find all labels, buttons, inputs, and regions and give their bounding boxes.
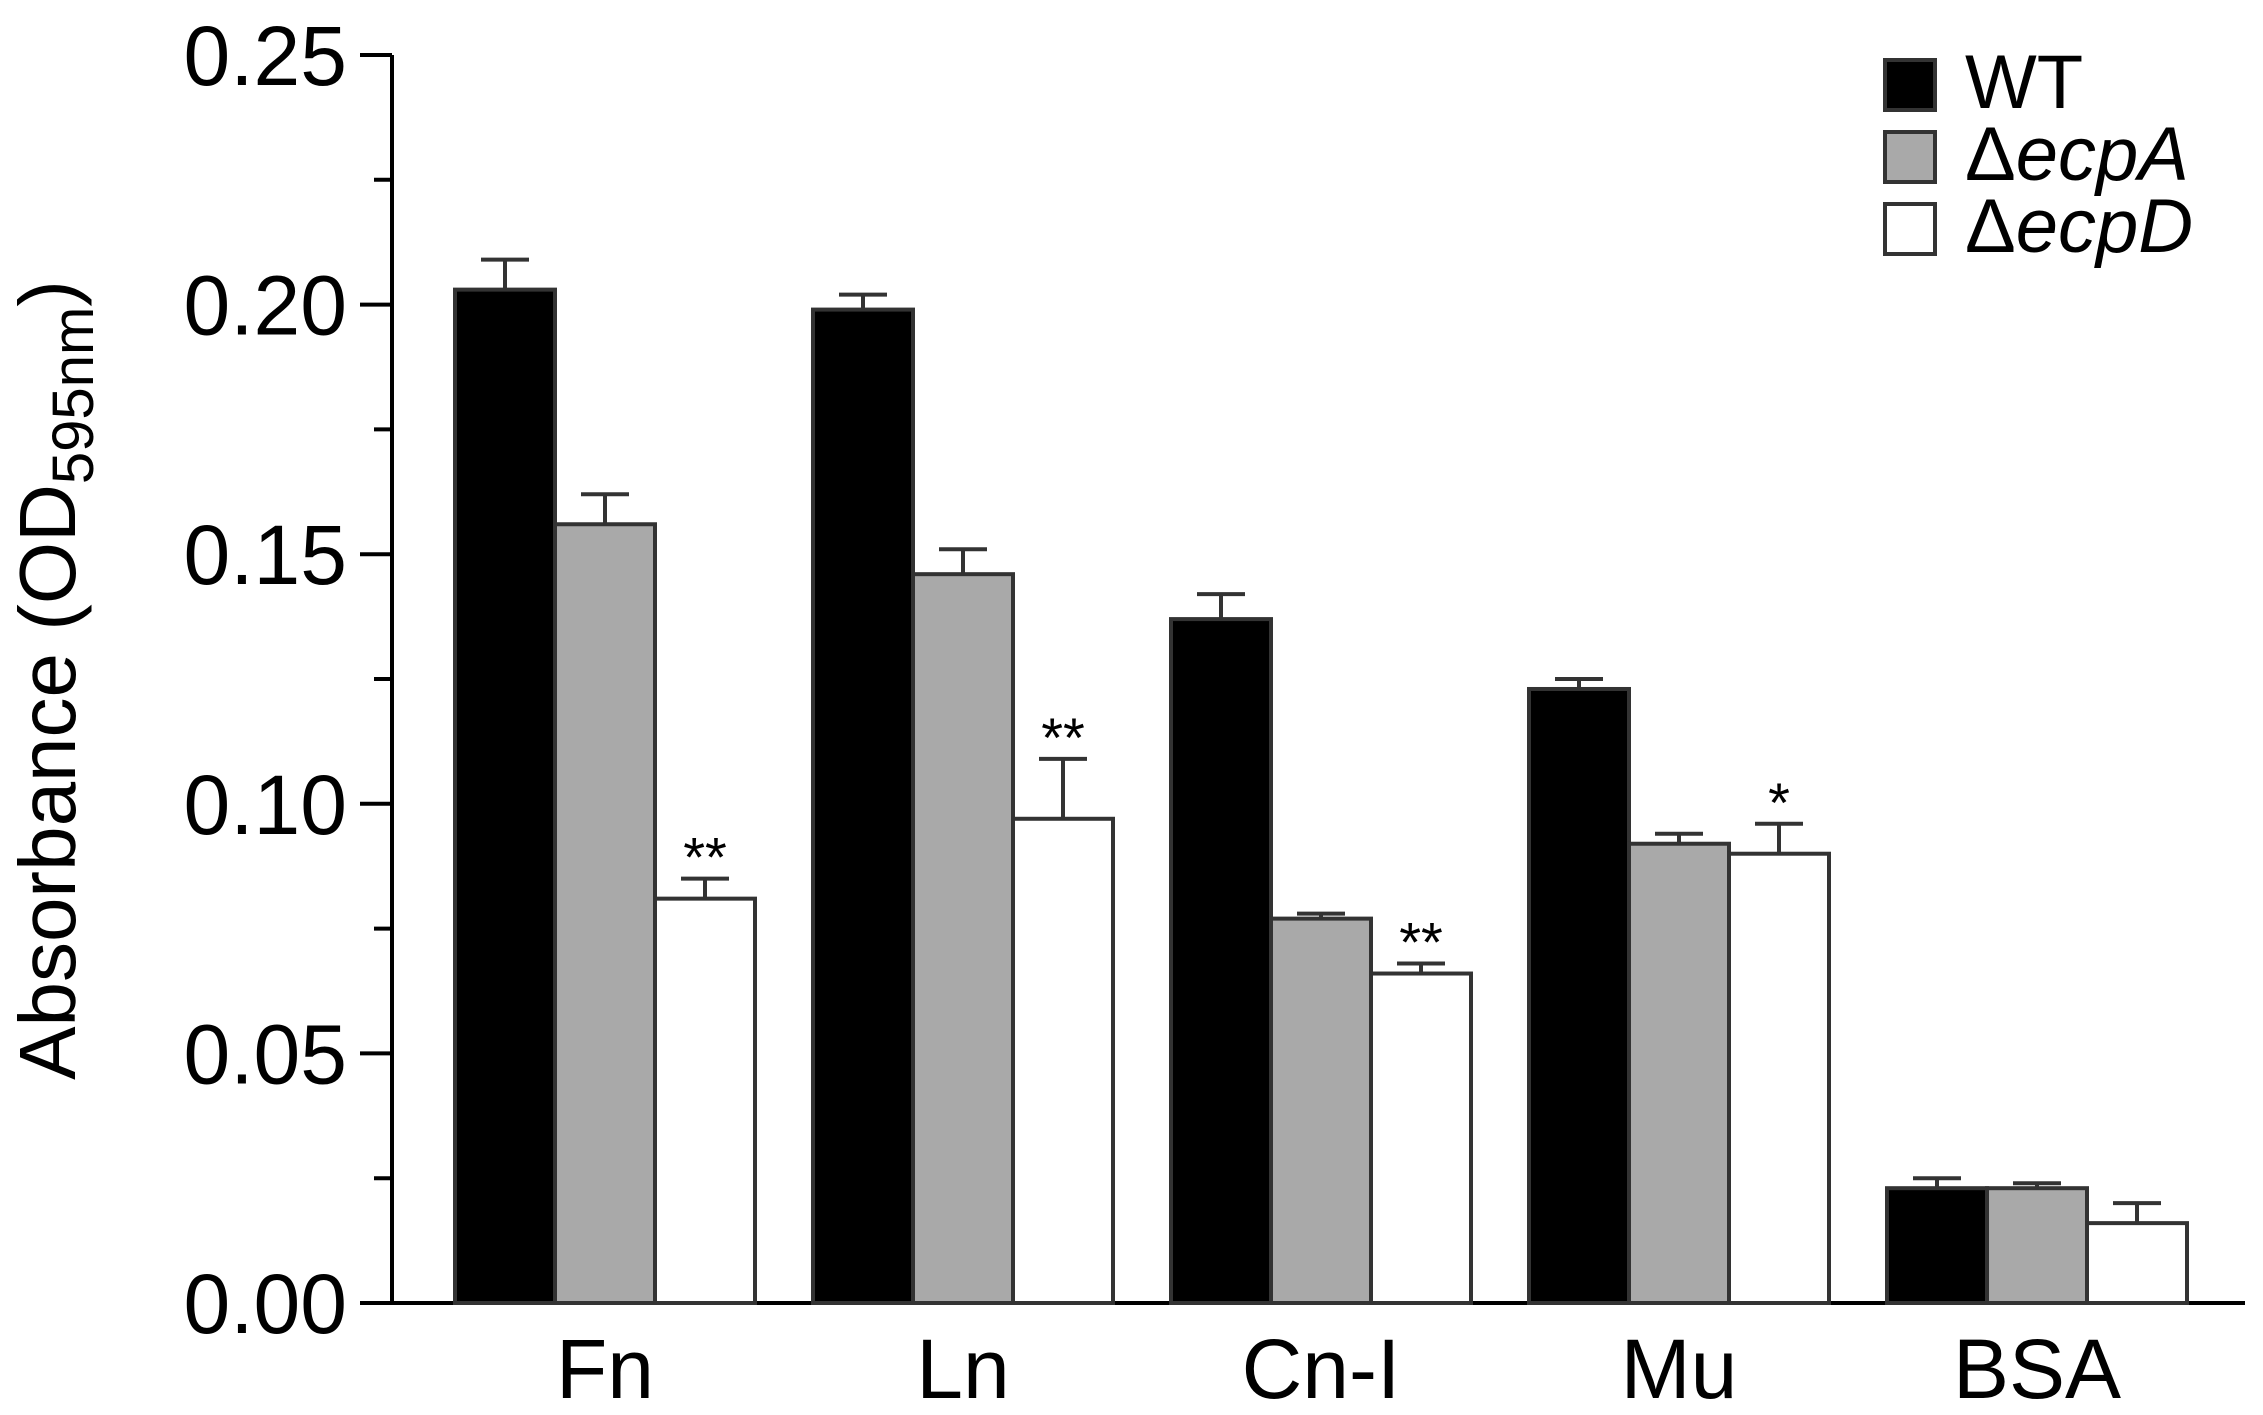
bar-wt-ln <box>811 307 915 1306</box>
bar-wt-cn-i <box>1169 617 1273 1305</box>
bar-ecpa-mu <box>1627 841 1731 1306</box>
bar-ecpa-bsa <box>1985 1186 2089 1305</box>
significance-marker: * <box>1768 771 1790 834</box>
bar-ecpd-fn <box>653 896 757 1305</box>
bar-wt-mu <box>1527 686 1631 1305</box>
significance-marker: ** <box>1041 706 1085 769</box>
x-tick-label: Fn <box>556 1322 654 1415</box>
legend-swatch-wt <box>1883 58 1937 112</box>
bar-ecpa-cn-i <box>1269 916 1373 1306</box>
axes: 0.00 0.05 0.10 0.15 0.20 0.25 Fn Ln Cn-I Mu BSA <box>184 9 2245 1415</box>
bar-ecpd-mu <box>1727 851 1831 1305</box>
y-tick-label: 0.05 <box>184 1007 348 1101</box>
legend-swatch-ecpa <box>1883 130 1937 184</box>
significance-marker: ** <box>1399 911 1443 974</box>
legend-swatch-ecpd <box>1883 202 1937 256</box>
y-tick-label: 0.10 <box>184 758 348 852</box>
legend-label-wt: WT <box>1965 40 2083 125</box>
bar-wt-bsa <box>1885 1186 1989 1305</box>
y-tick-label: 0.15 <box>184 508 348 602</box>
bar-wt-fn <box>453 287 557 1305</box>
y-tick-label: 0.20 <box>184 259 348 353</box>
y-tick-label: 0.25 <box>184 9 348 103</box>
legend-label-ecpd: ΔecpD <box>1965 184 2193 269</box>
bars: ******* <box>453 257 2189 1306</box>
x-tick-label: Ln <box>916 1322 1009 1415</box>
bar-ecpa-fn <box>553 522 657 1305</box>
y-axis-title: Absorbance (OD595nm) <box>3 280 106 1080</box>
x-tick-label: BSA <box>1953 1322 2121 1415</box>
y-tick-label: 0.00 <box>184 1257 348 1351</box>
bar-ecpd-cn-i <box>1369 971 1473 1305</box>
legend-label-ecpa: ΔecpA <box>1965 112 2189 197</box>
bar-ecpd-ln <box>1011 816 1115 1305</box>
significance-marker: ** <box>683 826 727 889</box>
bar-ecpa-ln <box>911 572 1015 1305</box>
x-tick-label: Cn-I <box>1242 1322 1401 1415</box>
bar-ecpd-bsa <box>2085 1221 2189 1306</box>
x-tick-label: Mu <box>1621 1322 1738 1415</box>
